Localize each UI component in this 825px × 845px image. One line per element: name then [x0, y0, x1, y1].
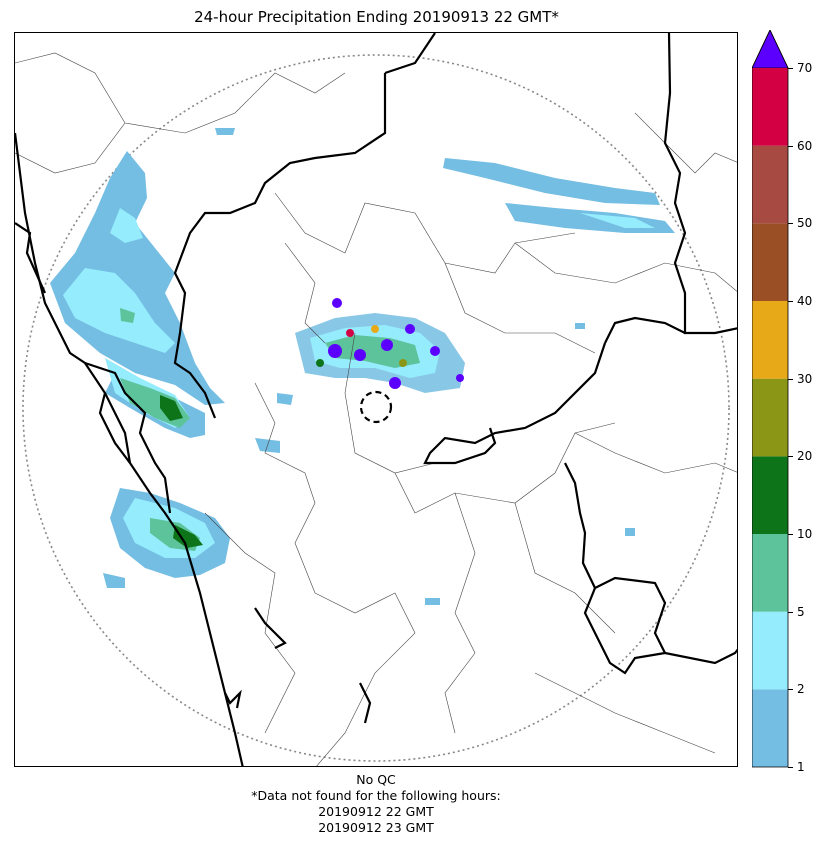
colorbar-extend-arrow — [751, 29, 789, 69]
colorbar-tick-mark — [788, 145, 793, 147]
colorbar-tick-label: 70 — [797, 61, 813, 75]
missing-hour-2: 20190912 23 GMT — [318, 820, 434, 835]
state-boundaries — [15, 33, 737, 766]
colorbar-tick-label: 40 — [797, 294, 813, 308]
colorbar — [751, 29, 792, 774]
colorbar-bin-60-70 — [752, 68, 788, 146]
colorbar-bin-2-5 — [752, 611, 788, 690]
colorbar-bin-5-10 — [752, 534, 788, 612]
colorbar-bin-20-30 — [752, 378, 788, 457]
colorbar-bin-50-60 — [752, 145, 788, 224]
colorbar-tick-mark — [788, 534, 793, 535]
colorbar-tick-mark — [788, 223, 793, 225]
precip-west-coast-core — [160, 395, 203, 548]
colorbar-graphic — [751, 29, 789, 768]
colorbar-tick-mark — [788, 689, 793, 691]
colorbar-bin-30-40 — [752, 301, 788, 379]
colorbar-tick-mark — [788, 456, 793, 458]
missing-hour-1: 20190912 22 GMT — [318, 804, 434, 819]
precip-central-cluster — [295, 298, 465, 393]
colorbar-tick-label: 10 — [797, 527, 813, 541]
colorbar-bin-40-50 — [752, 223, 788, 301]
colorbar-outline — [751, 29, 789, 768]
colorbar-tick-mark — [788, 68, 793, 69]
colorbar-tick-label: 2 — [797, 682, 805, 697]
precip-northeast — [443, 158, 675, 233]
colorbar-tick-label: 60 — [797, 138, 813, 153]
colorbar-tick-label: 20 — [797, 449, 813, 464]
radar-range-ring — [22, 54, 730, 762]
missing-data-note: *Data not found for the following hours: — [251, 788, 501, 803]
radar-site-marker — [359, 390, 393, 424]
colorbar-tick-mark — [788, 378, 793, 380]
colorbar-tick-label: 1 — [797, 760, 805, 774]
colorbar-tick-mark — [788, 767, 793, 768]
colorbar-bin-1-2 — [752, 689, 788, 767]
district-boundaries — [15, 52, 737, 766]
colorbar-tick-label: 30 — [797, 371, 813, 386]
colorbar-tick-label: 50 — [797, 216, 813, 231]
colorbar-bin-10-20 — [752, 456, 788, 534]
footer-notes: No QC *Data not found for the following … — [14, 772, 738, 836]
qc-note: No QC — [356, 772, 396, 787]
colorbar-tick-label: 5 — [797, 604, 805, 619]
colorbar-tick-mark — [788, 301, 793, 302]
map-title: 24-hour Precipitation Ending 20190913 22… — [194, 8, 559, 26]
colorbar-tick-mark — [788, 611, 793, 613]
radar-map[interactable] — [14, 32, 738, 767]
map-canvas — [15, 33, 737, 766]
